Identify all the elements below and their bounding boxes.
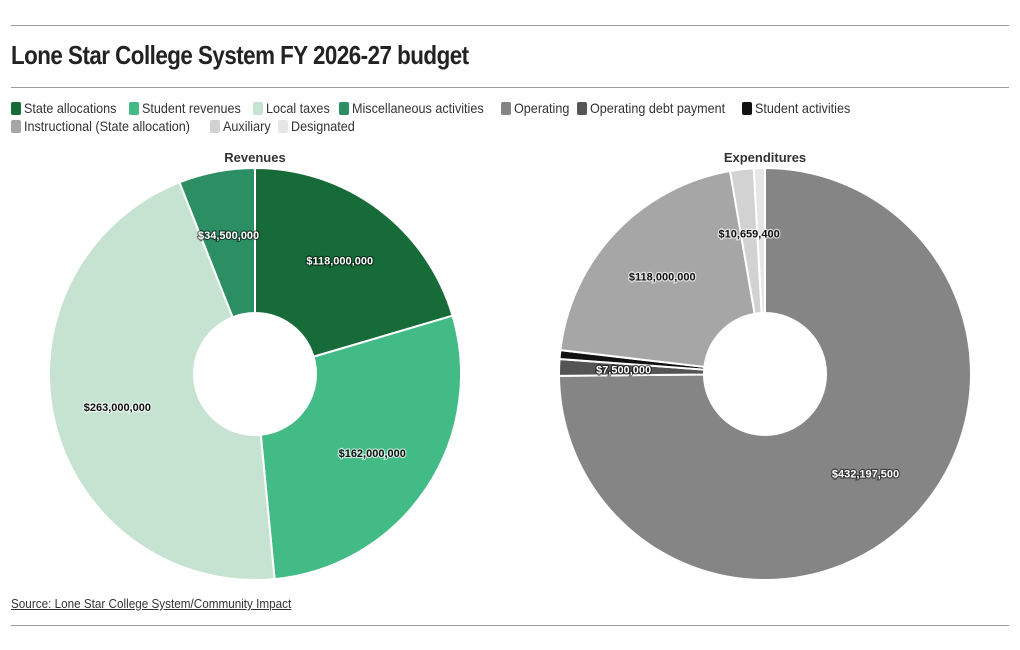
chart-title: Expenditures [724,150,806,165]
legend-item: Designated [278,119,356,133]
legend-label: Auxiliary [223,118,272,134]
legend-item: Student revenues [128,100,246,116]
chart-legend: State allocations Student revenues Local t… [11,101,911,133]
data-label: $263,000,000 [84,402,151,414]
legend-swatch [278,119,289,133]
legend-label: Student revenues [141,100,241,116]
legend-label: State allocations [24,100,117,116]
pie-slice [557,166,972,581]
legend-item: State allocations [11,101,121,115]
legend-item: Instructional (State allocation) [11,119,202,133]
legend-swatch [253,101,264,115]
data-label: $118,000,000 [306,256,373,268]
pie-slice [259,314,462,581]
legend-item: Auxiliary [210,118,272,134]
legend-item: Operating [500,100,569,116]
pie-slice [254,166,454,358]
legend-swatch [577,101,588,115]
legend-swatch [339,101,350,115]
source-link[interactable]: Source: Lone Star College System/Communi… [11,596,292,611]
legend-swatch [128,101,139,115]
data-label: $432,197,500 [832,469,899,481]
chart-title: Revenues [224,150,285,165]
legend-label: Local taxes [266,100,331,116]
pie-slice [752,166,766,315]
revenues-chart: Revenues $118,000,000 $162,000,000 $263,000… [48,150,462,581]
legend-swatch [11,119,21,133]
title-rule [11,87,1009,88]
top-rule [11,25,1009,26]
legend-item: Operating debt payment [577,101,734,115]
page-title: Lone Star College System FY 2026-27 budg… [11,40,469,70]
legend-item: Student activities [742,101,855,115]
legend-swatch [742,101,753,115]
legend-label: Instructional (State allocation) [24,118,190,134]
legend-item: Local taxes [253,101,331,115]
pie-slice [178,166,256,319]
data-label: $118,000,000 [629,272,696,284]
data-label: $7,500,000 [596,364,651,376]
legend-label: Operating debt payment [590,100,726,116]
expenditures-chart: Expenditures $432,197,500 $7,500,000 $118,0… [557,150,972,581]
data-label: $10,659,400 [719,228,780,240]
legend-label: Miscellaneous activities [352,100,484,116]
legend-swatch [500,101,511,115]
legend-item: Miscellaneous activities [339,101,492,115]
pie-slice [559,169,756,369]
data-label: $162,000,000 [339,448,406,460]
legend-swatch [11,101,21,115]
bottom-rule [11,625,1009,626]
data-label: $34,500,000 [198,230,259,242]
legend-swatch [210,119,221,133]
legend-label: Designated [291,118,356,134]
legend-label: Student activities [755,100,851,116]
legend-label: Operating [513,100,569,116]
